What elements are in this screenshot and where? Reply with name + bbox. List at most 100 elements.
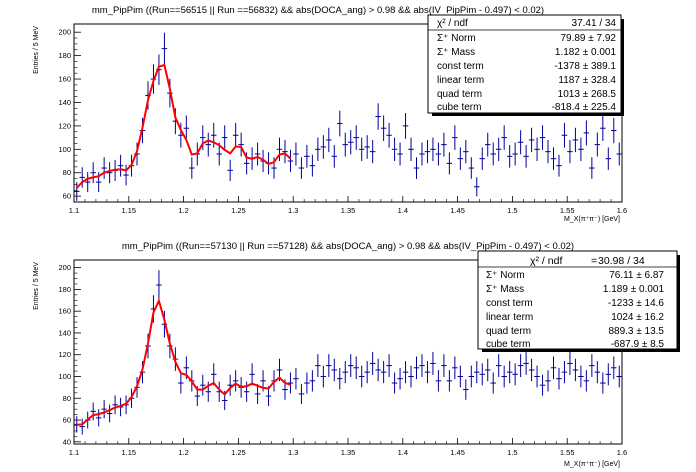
- data-point: [572, 358, 579, 382]
- y-tick-label: 80: [63, 394, 71, 403]
- x-tick-label: 1.45: [450, 206, 465, 215]
- stats-label: Σ⁺ Mass: [437, 47, 475, 58]
- data-point: [227, 159, 233, 182]
- x-tick-label: 1.4: [398, 206, 408, 215]
- data-point: [309, 154, 316, 177]
- data-point: [342, 361, 348, 384]
- data-point: [276, 137, 283, 162]
- data-point: [293, 367, 299, 390]
- fit-curve: [76, 297, 291, 426]
- y-axis-label: Entries / 5 MeV: [33, 26, 40, 74]
- data-point: [391, 137, 398, 162]
- data-point: [353, 356, 359, 380]
- data-point: [106, 162, 113, 184]
- panel-bottom: mm_PipPim ((Run==57130 || Run ==57128) &…: [33, 241, 680, 468]
- data-point: [369, 140, 376, 164]
- data-point: [123, 164, 129, 186]
- data-point: [402, 113, 409, 139]
- x-tick-label: 1.55: [560, 448, 575, 457]
- stats-chi2-label: χ² / ndf: [530, 255, 562, 267]
- stats-value: -1378 ± 389.1: [554, 61, 616, 72]
- data-point: [232, 370, 239, 392]
- data-point: [95, 409, 102, 427]
- data-point: [452, 356, 458, 380]
- y-tick-label: 60: [63, 192, 71, 201]
- data-point: [331, 144, 338, 168]
- data-point: [430, 137, 436, 162]
- x-tick-label: 1.35: [341, 206, 356, 215]
- data-point: [211, 363, 217, 386]
- data-point: [501, 365, 507, 388]
- data-point: [112, 395, 118, 415]
- data-point: [468, 157, 475, 179]
- y-tick-label: 100: [58, 145, 71, 154]
- data-point: [556, 367, 562, 390]
- data-point: [364, 361, 370, 384]
- data-point: [457, 147, 464, 170]
- stats-label: const term: [486, 298, 533, 309]
- y-axis-label: Entries / 5 MeV: [33, 262, 40, 310]
- data-point: [205, 132, 211, 157]
- fit-curve: [75, 63, 292, 189]
- data-point: [490, 142, 496, 166]
- data-point: [545, 370, 551, 392]
- data-point: [506, 144, 513, 168]
- x-tick-label: 1.55: [560, 206, 575, 215]
- stats-chi2-label: χ² / ndf: [437, 18, 468, 29]
- data-point: [523, 144, 529, 168]
- data-point: [287, 149, 294, 173]
- data-point: [550, 147, 557, 170]
- stats-value: 1013 ± 268.5: [558, 89, 617, 100]
- stats-box: χ² / ndf 37.41 / 34 Σ⁺ Norm 79.89 ± 7.92…: [427, 14, 624, 116]
- chart-title: mm_PipPim ((Run==57130 || Run ==57128) &…: [122, 241, 574, 252]
- data-point: [430, 351, 436, 375]
- data-point: [298, 157, 305, 179]
- data-point: [221, 125, 228, 150]
- data-point: [589, 157, 595, 179]
- data-point: [452, 125, 458, 150]
- data-point: [567, 351, 573, 375]
- data-point: [238, 132, 244, 157]
- data-point: [320, 135, 327, 159]
- data-point: [611, 117, 617, 144]
- data-point: [539, 125, 546, 150]
- data-point: [282, 140, 288, 164]
- data-point: [495, 354, 502, 378]
- data-point: [545, 140, 551, 164]
- y-tick-label: 60: [63, 416, 71, 425]
- data-point: [534, 365, 540, 388]
- axes: 1.1 1.15 1.2 1.25 1.3 1.35 1.4 1.45 1.5 1.55 1.6 60…: [58, 28, 627, 215]
- x-tick-label: 1.25: [231, 448, 246, 457]
- data-point: [479, 147, 485, 170]
- data-point: [84, 172, 91, 193]
- data-point: [189, 157, 195, 179]
- data-point: [249, 363, 255, 386]
- x-tick-label: 1.35: [341, 448, 356, 457]
- chart-title: mm_PipPim ((Run==56515 || Run ==56832) &…: [92, 5, 544, 16]
- y-tick-label: 180: [58, 285, 71, 294]
- data-point: [293, 142, 299, 166]
- stats-label: linear term: [437, 75, 484, 86]
- data-point: [578, 365, 584, 388]
- data-point: [616, 365, 622, 388]
- data-point: [463, 140, 469, 164]
- data-point: [512, 142, 518, 166]
- data-point: [528, 127, 535, 153]
- data-point: [485, 358, 491, 382]
- data-point: [254, 383, 261, 404]
- data-point: [380, 361, 387, 384]
- y-tick-label: 200: [58, 28, 71, 37]
- y-tick-label: 160: [58, 307, 71, 316]
- data-point: [178, 372, 184, 394]
- data-point: [517, 354, 524, 378]
- x-tick-label: 1.5: [507, 448, 517, 457]
- data-point: [594, 132, 601, 157]
- data-point: [315, 354, 321, 378]
- y-tick-label: 120: [58, 121, 71, 130]
- x-tick-label: 1.45: [450, 448, 465, 457]
- data-point: [408, 137, 414, 162]
- data-point: [413, 356, 420, 380]
- x-tick-label: 1.6: [617, 448, 627, 457]
- data-point: [320, 365, 327, 388]
